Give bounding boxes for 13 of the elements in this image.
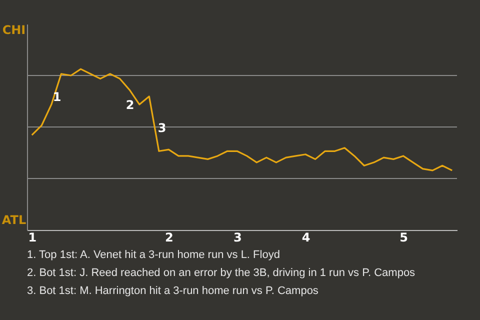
text: ATL	[2, 213, 26, 227]
annotation: 2	[126, 98, 134, 112]
x-tick-label: 2	[165, 230, 174, 244]
annotation: 3	[158, 121, 166, 135]
text: 3. Bot 1st: M. Harrington hit a 3-run home run vs P. Campos	[27, 284, 320, 299]
text: 2. Bot 1st: J. Reed reached on an error by the 3B, driving in 1 run vs P. Campos	[27, 266, 416, 281]
x-tick-label: 5	[400, 230, 408, 244]
x-tick-label: 1	[28, 230, 37, 244]
annotation: 1	[52, 90, 62, 104]
text: 1. Top 1st: A. Venet hit a 3-run home run vs L. Floyd	[27, 248, 281, 263]
text: CHI	[2, 23, 26, 37]
x-tick-label: 4	[302, 230, 310, 244]
x-tick-label: 3	[233, 230, 242, 244]
